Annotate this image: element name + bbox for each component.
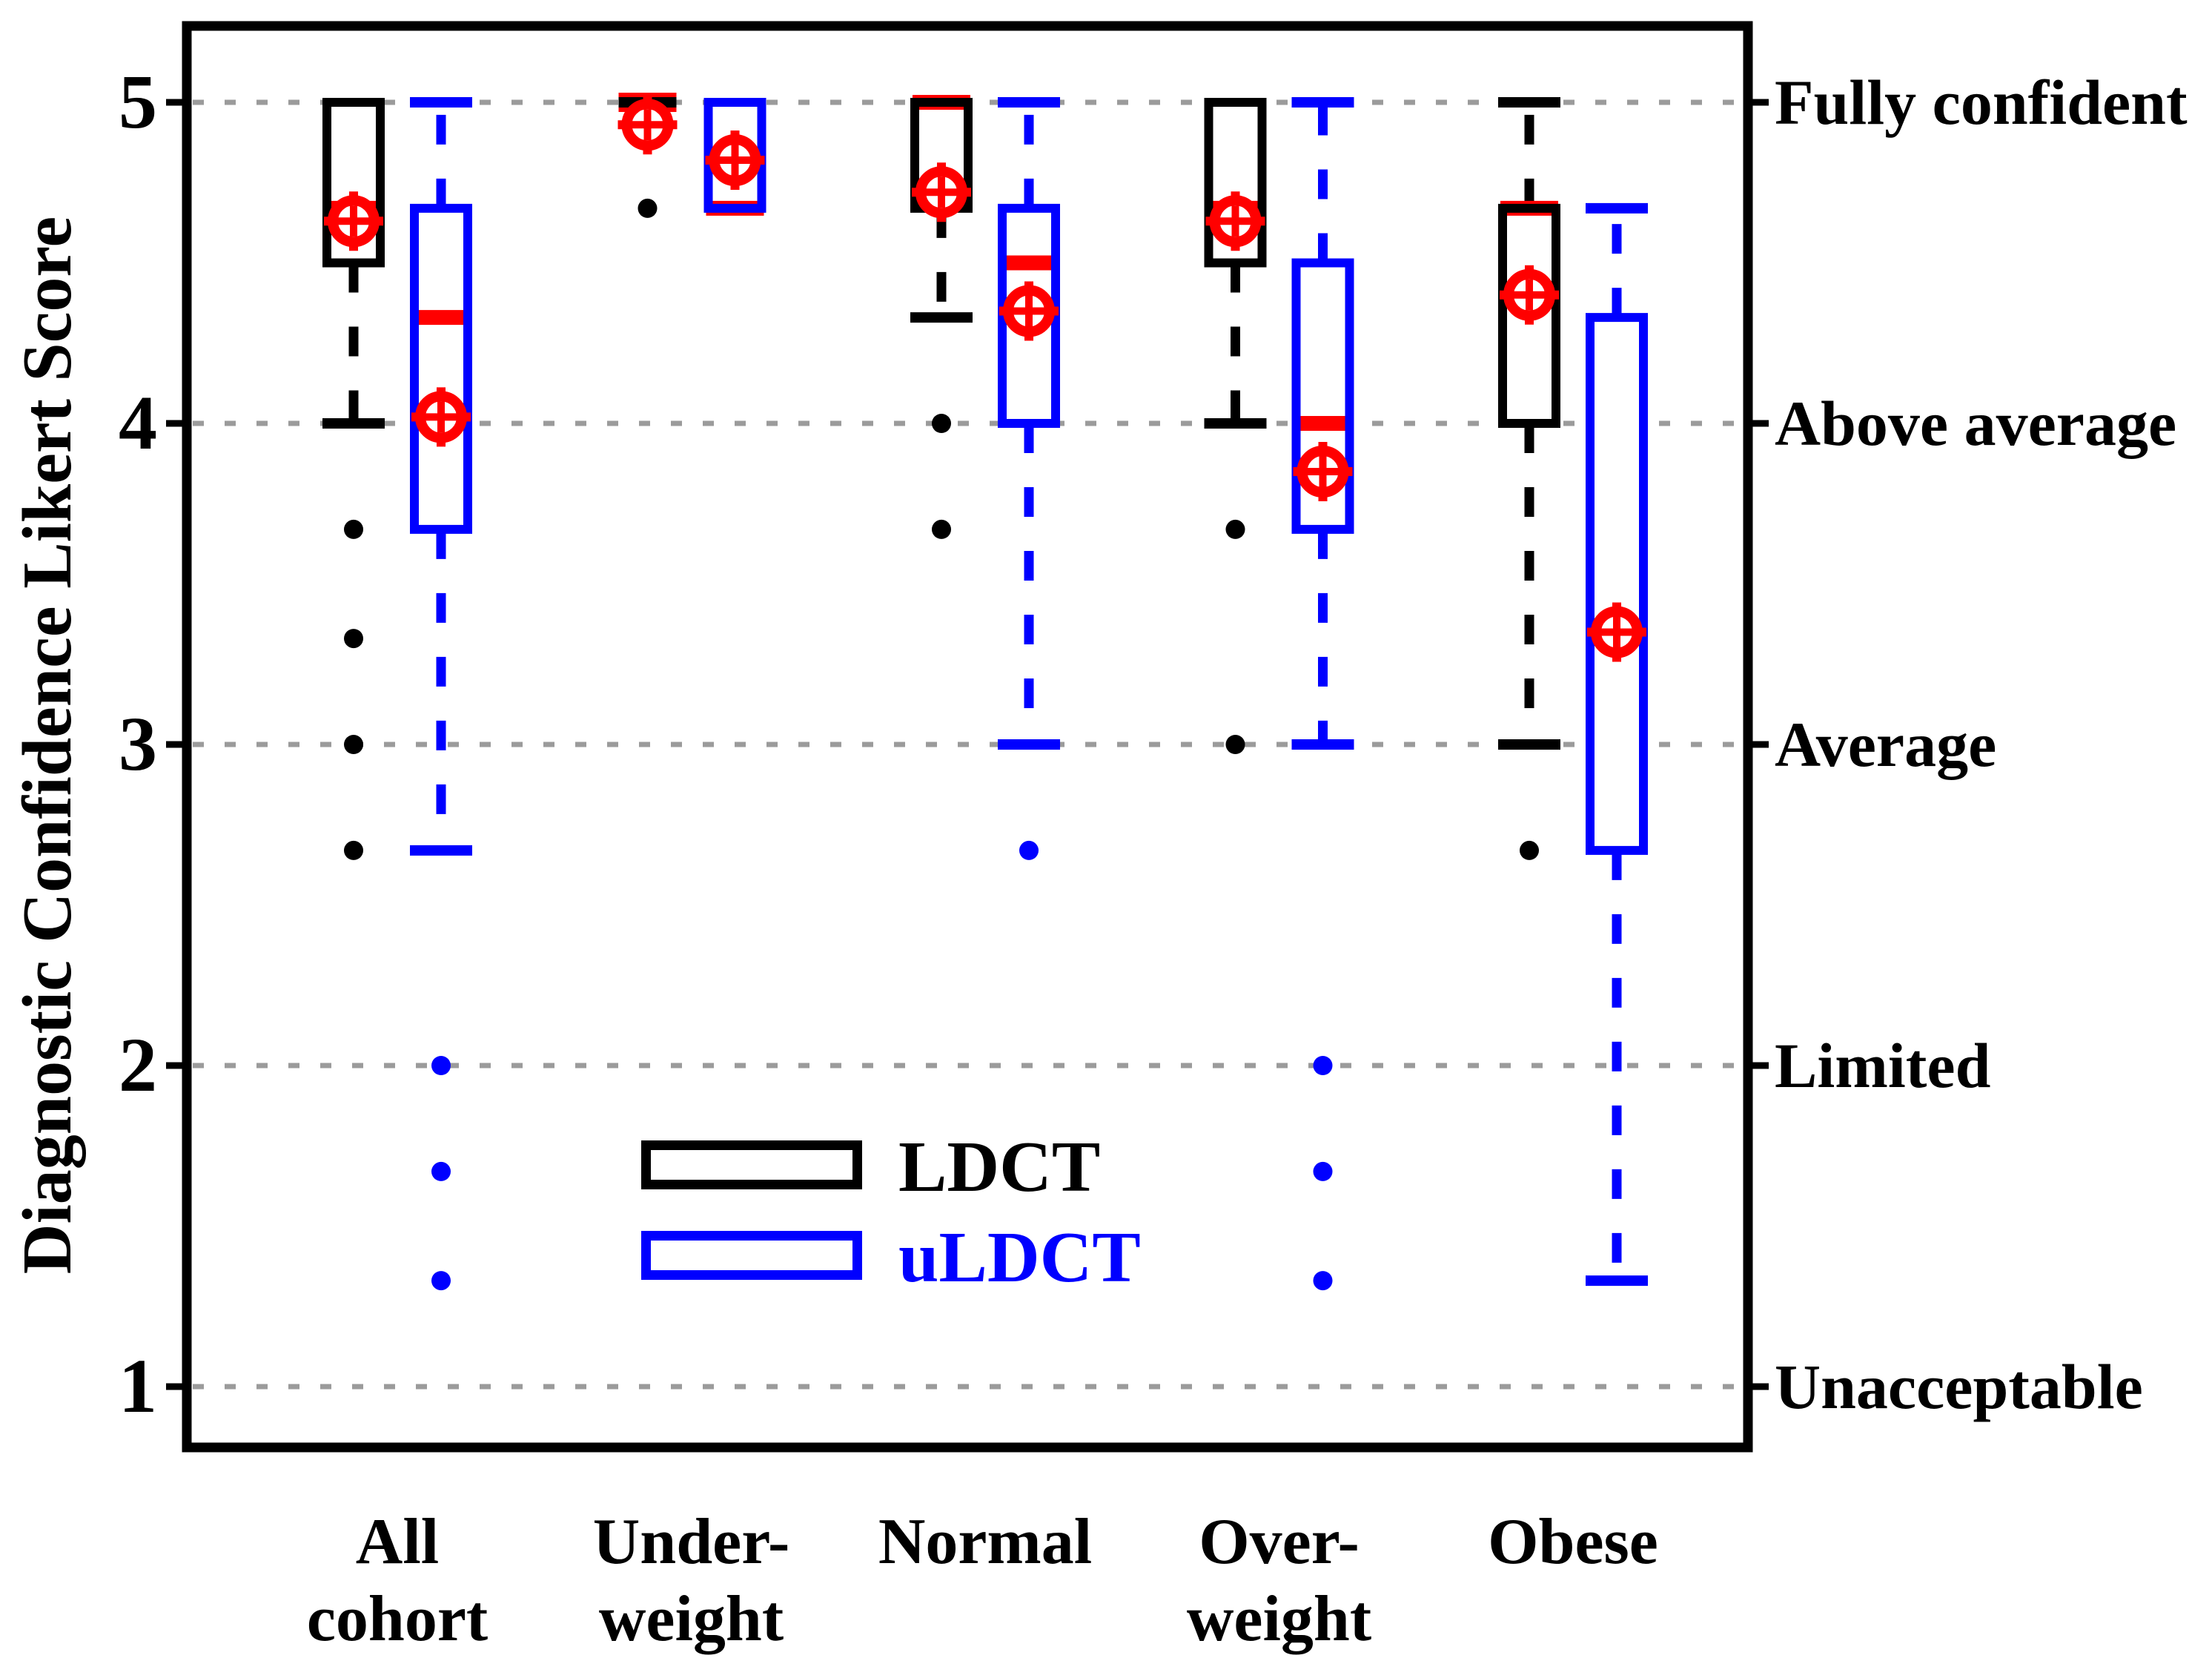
box-uLDCT [703,98,766,213]
plot-frame [182,21,1753,1453]
outlier-LDCT [344,735,363,754]
outlier-LDCT [1225,519,1245,539]
box-uLDCT [1291,258,1354,534]
x-category-line2: weight [1186,1583,1372,1655]
likert-label-3: Average [1775,709,1997,780]
legend-swatch-ldct [641,1140,862,1189]
x-category-line1: Over- [1199,1506,1360,1578]
box-LDCT [1498,203,1560,428]
outlier-LDCT [932,414,951,433]
y-tick-label-3: 3 [119,701,157,787]
box-uLDCT [410,203,472,534]
outlier-uLDCT [1313,1056,1333,1075]
box-LDCT [1204,98,1267,268]
box-fill-uLDCT [1590,317,1643,851]
box-fill-uLDCT [414,208,468,529]
likert-label-2: Limited [1775,1030,1991,1101]
likert-label-5: Fully confident [1775,67,2188,138]
outlier-LDCT [1225,735,1245,754]
outlier-uLDCT [431,1161,451,1181]
x-category-label-4: Obese [1380,1504,1766,1581]
whiskers [322,97,1648,1287]
y-tick-label-1: 1 [119,1344,157,1429]
outlier-uLDCT [1313,1161,1333,1181]
median-uLDCT [1294,416,1352,431]
likert-label-4: Above average [1775,388,2177,459]
y-tick-label-4: 4 [119,380,157,466]
x-category-label-0: All cohort [205,1504,590,1658]
outlier-uLDCT [1313,1271,1333,1291]
outlier-LDCT [344,519,363,539]
outlier-LDCT [344,629,363,649]
median-uLDCT [412,310,470,326]
outlier-LDCT [932,519,951,539]
outlier-LDCT [638,198,658,218]
likert-label-1: Unacceptable [1775,1351,2143,1422]
x-category-label-1: Under-weight [499,1504,884,1658]
outliers [344,198,1539,1291]
outlier-uLDCT [431,1271,451,1291]
x-category-line1: All [355,1506,440,1578]
y-tick-label-5: 5 [119,59,157,145]
x-category-line1: Normal [878,1506,1093,1578]
y-tick-label-2: 2 [119,1023,157,1108]
x-category-line2: cohort [306,1583,489,1655]
outlier-uLDCT [431,1056,451,1075]
legend-label-uldct: uLDCT [898,1218,1141,1298]
axes-frame [166,21,1769,1453]
x-category-line1: Under- [592,1506,790,1578]
median-uLDCT [1000,255,1058,271]
boxes [322,93,1648,855]
x-category-line2: weight [598,1583,784,1655]
x-category-label-2: Normal [792,1504,1178,1581]
box-uLDCT [998,203,1060,428]
x-category-line1: Obese [1488,1506,1658,1578]
box-uLDCT [1586,313,1648,855]
mean-markers [324,95,1646,662]
outlier-LDCT [344,840,363,860]
box-LDCT [322,98,385,268]
outlier-uLDCT [1019,840,1039,860]
outlier-LDCT [1520,840,1539,860]
legend-swatch-uldct [641,1231,862,1280]
legend-label-ldct: LDCT [898,1127,1101,1207]
x-category-label-3: Over-weight [1087,1504,1472,1658]
